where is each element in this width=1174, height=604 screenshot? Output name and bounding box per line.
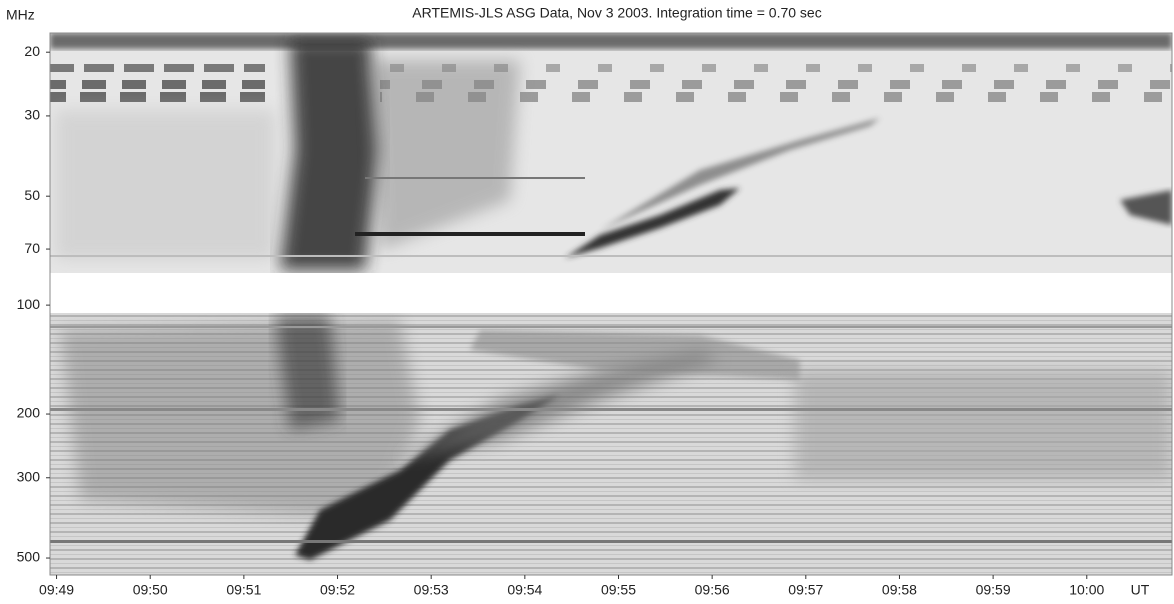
- y-tick-label: 30: [24, 107, 40, 123]
- y-tick-label: 20: [24, 43, 40, 59]
- plot-frame: [49, 32, 1173, 576]
- spectrogram-low-band: [50, 313, 1172, 575]
- y-axis-label: MHz: [6, 7, 35, 23]
- y-tick-label: 500: [17, 549, 41, 565]
- y-tick-label: 50: [24, 187, 40, 203]
- y-tick-label: 100: [17, 296, 41, 312]
- y-tick-label: 200: [17, 405, 41, 421]
- x-tick-label: 09:58: [882, 582, 917, 598]
- x-tick-label: 09:54: [507, 582, 542, 598]
- x-tick-label: 09:59: [976, 582, 1011, 598]
- spectrogram-high-band: [50, 33, 1172, 273]
- chart-title: ARTEMIS-JLS ASG Data, Nov 3 2003. Integr…: [412, 5, 821, 21]
- x-axis-label: UT: [1131, 582, 1150, 598]
- y-tick-label: 70: [24, 240, 40, 256]
- x-tick-label: 09:52: [320, 582, 355, 598]
- x-tick-label: 09:49: [39, 582, 74, 598]
- x-tick-label: 09:51: [226, 582, 261, 598]
- x-tick-label: 10:00: [1069, 582, 1104, 598]
- x-tick-label: 09:56: [695, 582, 730, 598]
- x-tick-label: 09:57: [788, 582, 823, 598]
- x-tick-label: 09:50: [133, 582, 168, 598]
- y-tick-label: 300: [17, 468, 41, 484]
- x-tick-label: 09:55: [601, 582, 636, 598]
- x-tick-label: 09:53: [414, 582, 449, 598]
